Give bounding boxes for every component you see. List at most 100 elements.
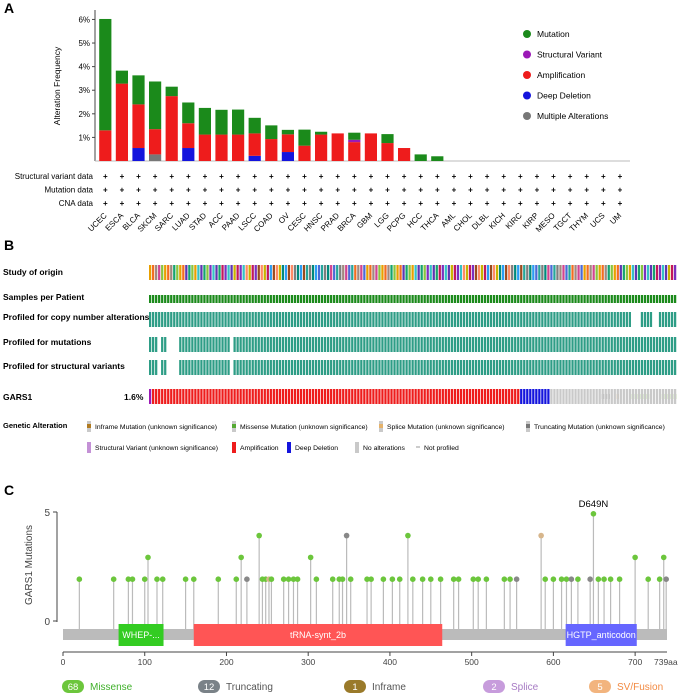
legend-count-pill[interactable] [483, 680, 505, 693]
lollipop-head-missense[interactable] [590, 511, 597, 517]
lollipop-head-missense[interactable] [190, 576, 197, 582]
lollipop-head-truncating[interactable] [568, 576, 575, 582]
lollipop-head-missense[interactable] [595, 576, 602, 582]
bar-blca-amplification[interactable] [132, 104, 145, 149]
lollipop-head-missense[interactable] [450, 576, 457, 582]
lollipop-head-missense[interactable] [427, 576, 434, 582]
lollipop-head-missense[interactable] [76, 576, 83, 582]
lollipop-head-missense[interactable] [307, 554, 314, 561]
bar-gbm-amplification[interactable] [364, 133, 377, 161]
bar-paad-mutation[interactable] [232, 109, 245, 135]
bar-prad-amplification[interactable] [331, 133, 344, 161]
lollipop-head-missense[interactable] [285, 576, 292, 582]
lollipop-head-missense[interactable] [313, 576, 320, 582]
lollipop-head-missense[interactable] [364, 576, 370, 582]
lollipop-head-truncating[interactable] [244, 576, 250, 582]
lollipop-head-missense[interactable] [660, 554, 667, 561]
lollipop-head-missense[interactable] [389, 576, 396, 582]
bar-luad-deep-deletion[interactable] [182, 148, 195, 161]
bar-luad-amplification[interactable] [182, 123, 195, 149]
domain-whep-[interactable] [118, 624, 164, 646]
bar-cesc-mutation[interactable] [298, 129, 311, 146]
bar-cesc-amplification[interactable] [298, 145, 311, 161]
legend-count-pill[interactable] [62, 680, 84, 693]
lollipop-head-missense[interactable] [507, 576, 513, 582]
lollipop-head-missense[interactable] [542, 576, 549, 582]
bar-lscc-deep-deletion[interactable] [248, 155, 261, 161]
lollipop-head-svfusion[interactable] [538, 532, 544, 539]
bar-sarc-amplification[interactable] [165, 96, 178, 161]
lollipop-head-missense[interactable] [405, 532, 411, 539]
lollipop-head-missense[interactable] [575, 576, 581, 582]
bar-skcm-mutation[interactable] [149, 81, 162, 130]
bar-hnsc-amplification[interactable] [315, 134, 328, 161]
bar-brca-structural-variant[interactable] [348, 139, 361, 143]
bar-acc-mutation[interactable] [215, 109, 228, 135]
lollipop-head-missense[interactable] [159, 576, 166, 582]
lollipop-head-missense[interactable] [645, 576, 652, 582]
bar-stad-amplification[interactable] [198, 134, 211, 161]
lollipop-head-missense[interactable] [294, 576, 301, 582]
bar-skcm-multiple-alterations[interactable] [149, 154, 162, 161]
bar-thca-mutation[interactable] [431, 156, 444, 161]
lollipop-head-missense[interactable] [563, 576, 570, 582]
lollipop-head-missense[interactable] [215, 576, 222, 582]
bar-esca-amplification[interactable] [115, 83, 128, 161]
bar-paad-amplification[interactable] [232, 134, 245, 161]
lollipop-head-missense[interactable] [129, 576, 136, 582]
bar-brca-mutation[interactable] [348, 132, 361, 140]
bar-lgg-amplification[interactable] [381, 143, 394, 161]
lollipop-head-missense[interactable] [475, 576, 481, 582]
lollipop-head-missense[interactable] [154, 576, 160, 582]
legend-count-pill[interactable] [589, 680, 611, 693]
lollipop-head-truncating[interactable] [587, 576, 593, 582]
bar-esca-mutation[interactable] [115, 70, 128, 84]
lollipop-head-missense[interactable] [470, 576, 477, 582]
lollipop-head-missense[interactable] [238, 554, 244, 561]
lollipop-head-missense[interactable] [437, 576, 444, 582]
lollipop-head-missense[interactable] [145, 554, 151, 561]
domain-hgtp-anticodon[interactable] [565, 624, 637, 646]
bar-lgg-mutation[interactable] [381, 134, 394, 144]
lollipop-head-missense[interactable] [656, 576, 663, 582]
lollipop-head-missense[interactable] [550, 576, 557, 582]
bar-blca-mutation[interactable] [132, 75, 145, 105]
legend-count-pill[interactable] [198, 680, 220, 693]
bar-blca-deep-deletion[interactable] [132, 148, 145, 161]
bar-lscc-amplification[interactable] [248, 133, 261, 156]
lollipop-head-missense[interactable] [256, 532, 262, 539]
bar-sarc-mutation[interactable] [165, 86, 178, 97]
lollipop-head-missense[interactable] [125, 576, 132, 582]
bar-ov-mutation[interactable] [281, 129, 294, 135]
bar-ov-amplification[interactable] [281, 134, 294, 153]
bar-ov-deep-deletion[interactable] [281, 152, 294, 161]
bar-hnsc-mutation[interactable] [315, 131, 328, 135]
bar-coad-amplification[interactable] [265, 139, 278, 161]
bar-stad-mutation[interactable] [198, 107, 211, 135]
bar-acc-amplification[interactable] [215, 134, 228, 161]
lollipop-head-missense[interactable] [558, 576, 565, 582]
lollipop-head-missense[interactable] [339, 576, 346, 582]
bar-ucec-amplification[interactable] [99, 130, 112, 161]
bar-ucec-mutation[interactable] [99, 18, 112, 131]
bar-lscc-mutation[interactable] [248, 117, 261, 134]
lollipop-head-missense[interactable] [347, 576, 354, 582]
bar-coad-mutation[interactable] [265, 125, 278, 140]
lollipop-head-missense[interactable] [501, 576, 508, 582]
bar-luad-mutation[interactable] [182, 102, 195, 124]
lollipop-head-missense[interactable] [268, 576, 275, 582]
lollipop-head-missense[interactable] [110, 576, 117, 582]
lollipop-head-missense[interactable] [632, 554, 638, 561]
lollipop-head-missense[interactable] [368, 576, 374, 582]
lollipop-head-missense[interactable] [280, 576, 287, 582]
lollipop-head-missense[interactable] [141, 576, 148, 582]
lollipop-head-truncating[interactable] [513, 576, 520, 582]
lollipop-head-missense[interactable] [616, 576, 623, 582]
lollipop-head-missense[interactable] [455, 576, 462, 582]
bar-pcpg-amplification[interactable] [398, 148, 411, 161]
lollipop-head-missense[interactable] [410, 576, 416, 582]
lollipop-head-missense[interactable] [233, 576, 240, 582]
lollipop-head-missense[interactable] [396, 576, 403, 582]
lollipop-head-missense[interactable] [380, 576, 387, 582]
lollipop-head-missense[interactable] [601, 576, 607, 582]
